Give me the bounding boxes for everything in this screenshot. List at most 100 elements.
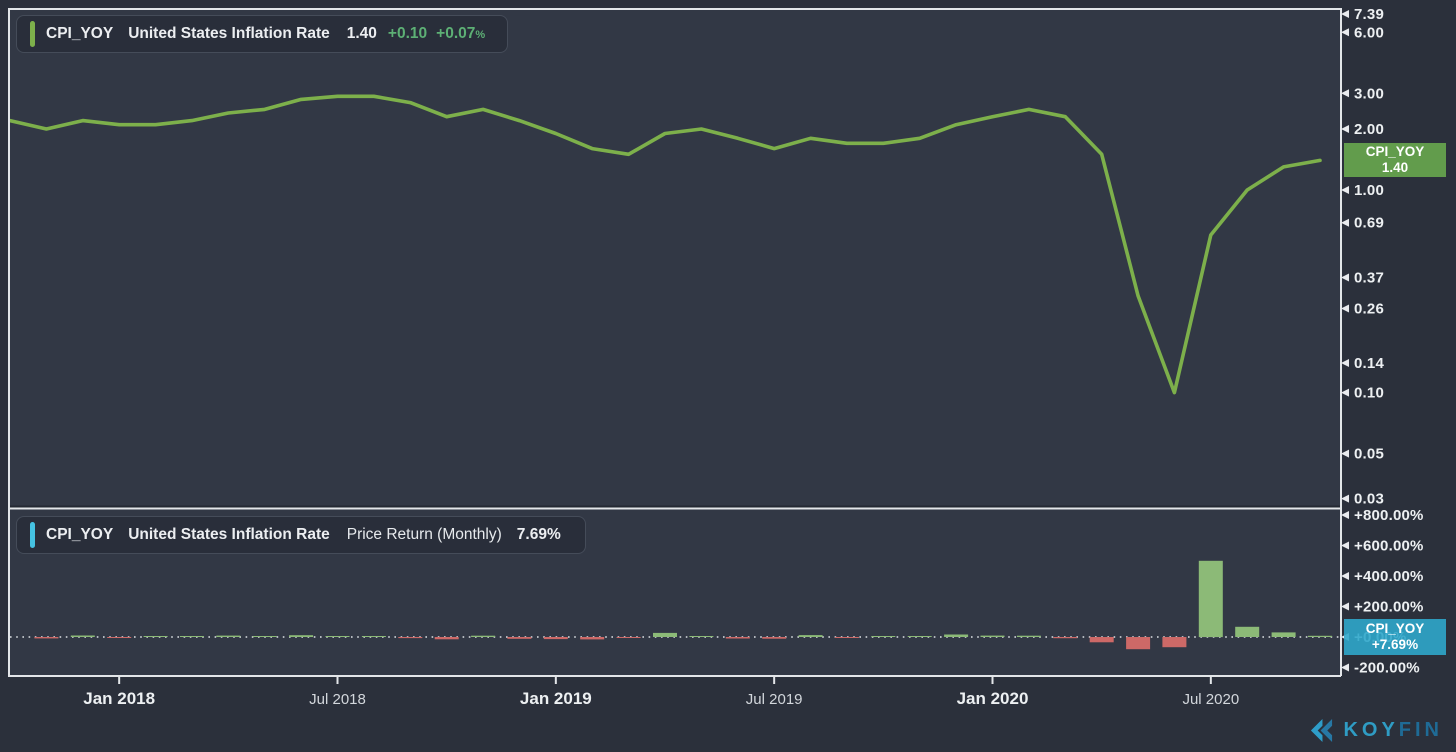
y-axis-label[interactable]: +600.00% — [1354, 538, 1424, 555]
y-axis-tick-arrow — [1341, 602, 1349, 611]
return-bar[interactable] — [653, 632, 677, 637]
price-series-legend[interactable]: CPI_YOY United States Inflation Rate 1.4… — [16, 15, 509, 53]
return-bar[interactable] — [1308, 635, 1332, 637]
x-axis-label[interactable]: Jan 2018 — [83, 689, 155, 708]
y-axis-tick-arrow — [1341, 28, 1349, 37]
return-bar[interactable] — [1126, 637, 1151, 650]
y-axis-tick-arrow — [1341, 511, 1349, 519]
y-axis-tick-arrow — [1341, 89, 1349, 98]
return-bar[interactable] — [871, 636, 896, 637]
plot-background — [8, 8, 1341, 676]
x-axis-label[interactable]: Jul 2018 — [309, 691, 366, 708]
return-axis-badge[interactable]: CPI_YOY +7.69% — [1344, 619, 1446, 655]
x-axis-label[interactable]: Jul 2019 — [746, 691, 803, 708]
series-accent-blue — [30, 522, 35, 548]
return-bar[interactable] — [216, 635, 241, 637]
badge-label: CPI_YOY — [1365, 621, 1425, 636]
return-bar[interactable] — [434, 637, 459, 640]
return-bar[interactable] — [289, 635, 314, 637]
percent-suffix: % — [475, 29, 486, 41]
y-axis-tick-arrow — [1341, 10, 1349, 18]
y-axis-label[interactable]: 0.69 — [1354, 215, 1384, 232]
y-axis-tick-arrow — [1341, 125, 1349, 133]
y-axis-tick-arrow — [1341, 449, 1349, 458]
x-axis-label[interactable]: Jan 2019 — [520, 689, 592, 708]
return-bar[interactable] — [1089, 637, 1114, 643]
badge-label: CPI_YOY — [1365, 144, 1425, 159]
koyfin-watermark: KOYFIN — [1309, 718, 1443, 743]
y-axis-tick-arrow — [1341, 572, 1349, 580]
legend-series-name: United States Inflation Rate — [128, 526, 330, 543]
return-bar[interactable] — [361, 636, 386, 637]
y-axis-tick-arrow — [1341, 359, 1349, 367]
y-axis-label[interactable]: 0.05 — [1354, 446, 1384, 463]
return-bar[interactable] — [325, 636, 350, 637]
badge-value: +7.69% — [1371, 637, 1419, 652]
return-bar[interactable] — [834, 637, 859, 638]
y-axis-label[interactable]: 0.37 — [1354, 270, 1384, 287]
series-accent-green — [30, 21, 35, 47]
return-bar[interactable] — [398, 637, 423, 639]
inflation-line[interactable] — [8, 94, 1322, 395]
return-bar[interactable] — [252, 636, 277, 637]
price-axis-badge[interactable]: CPI_YOY 1.40 — [1344, 143, 1446, 177]
return-bar[interactable] — [798, 635, 823, 637]
return-bar[interactable] — [944, 634, 969, 638]
return-bar[interactable] — [1162, 637, 1187, 648]
return-bar[interactable] — [725, 637, 750, 639]
y-axis-label[interactable]: -200.00% — [1354, 660, 1420, 677]
return-bar[interactable] — [1235, 626, 1260, 637]
y-axis-label[interactable]: 0.26 — [1354, 301, 1384, 318]
return-bar[interactable] — [907, 636, 932, 637]
return-bar[interactable] — [616, 637, 641, 638]
y-axis-label[interactable]: 1.00 — [1354, 182, 1384, 199]
legend-change-pct: +0.07% — [436, 25, 486, 42]
koyfin-logo-icon — [1311, 718, 1333, 743]
y-axis-tick-arrow — [1341, 304, 1349, 313]
return-bar[interactable] — [107, 637, 132, 638]
y-axis-label[interactable]: 0.03 — [1354, 491, 1384, 508]
y-axis-label[interactable]: 3.00 — [1354, 85, 1384, 102]
y-axis-label[interactable]: +200.00% — [1354, 599, 1424, 616]
legend-metric: Price Return (Monthly) — [346, 526, 502, 543]
legend-ticker: CPI_YOY — [46, 25, 114, 42]
koyfin-logo-text: KOYFIN — [1343, 719, 1443, 742]
y-axis-label[interactable]: 0.14 — [1354, 355, 1384, 372]
y-axis-tick-arrow — [1341, 388, 1349, 397]
return-bar[interactable] — [1053, 637, 1078, 639]
return-bar[interactable] — [1016, 635, 1041, 637]
return-series-legend[interactable]: CPI_YOY United States Inflation Rate Pri… — [16, 516, 586, 554]
return-bar[interactable] — [543, 637, 568, 640]
legend-last-value: 7.69% — [516, 526, 561, 543]
x-axis-label[interactable]: Jul 2020 — [1182, 691, 1239, 708]
y-axis-tick-arrow — [1341, 273, 1349, 282]
return-bar[interactable] — [507, 637, 532, 639]
return-bar[interactable] — [1198, 560, 1223, 638]
legend-ticker: CPI_YOY — [46, 526, 114, 543]
y-axis-label[interactable]: +800.00% — [1354, 507, 1424, 524]
y-axis-label[interactable]: 2.00 — [1354, 121, 1384, 138]
y-axis-tick-arrow — [1341, 494, 1349, 503]
return-bar[interactable] — [34, 637, 59, 639]
legend-change: +0.10 — [387, 25, 428, 42]
return-bar[interactable] — [1271, 632, 1296, 637]
return-bar[interactable] — [471, 635, 496, 637]
x-axis-label[interactable]: Jan 2020 — [957, 689, 1029, 708]
y-axis-label[interactable]: +400.00% — [1354, 568, 1424, 585]
y-axis-label[interactable]: 0.10 — [1354, 385, 1384, 402]
legend-series-name: United States Inflation Rate — [128, 25, 330, 42]
logo-text-koy: KOY — [1343, 719, 1399, 741]
y-axis-label[interactable]: 6.00 — [1354, 24, 1384, 41]
return-bar[interactable] — [689, 636, 714, 637]
return-bar[interactable] — [980, 635, 1005, 637]
return-bar[interactable] — [762, 637, 787, 639]
return-bar[interactable] — [143, 636, 168, 637]
return-bar[interactable] — [70, 635, 95, 638]
y-axis-tick-arrow — [1341, 218, 1349, 227]
y-axis-label[interactable]: 7.39 — [1354, 6, 1384, 23]
badge-value: 1.40 — [1381, 160, 1409, 175]
return-bar[interactable] — [580, 637, 605, 640]
return-bar[interactable] — [179, 636, 204, 637]
